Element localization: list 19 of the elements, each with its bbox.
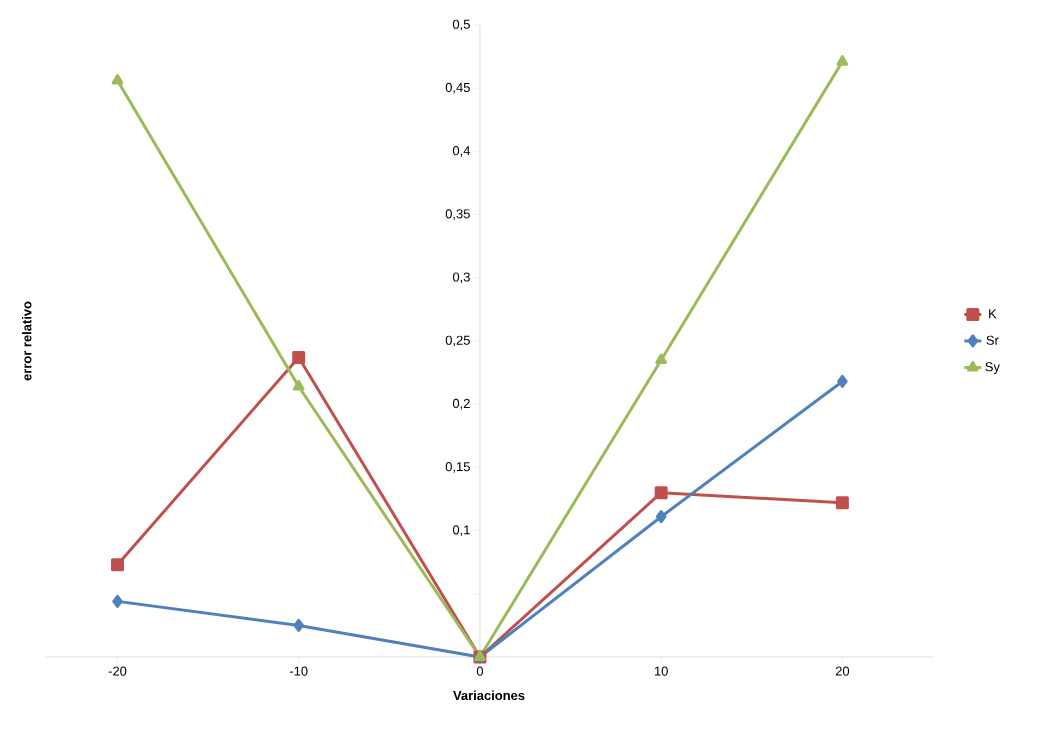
x-axis-title: Variaciones bbox=[453, 690, 525, 701]
y-tick-label: 0,5 bbox=[452, 19, 470, 31]
x-tick-label: -20 bbox=[108, 666, 127, 676]
x-tick-label: -10 bbox=[289, 666, 308, 676]
legend-label: Sr bbox=[986, 335, 999, 345]
legend-label: K bbox=[989, 309, 997, 319]
x-tick-label: 0 bbox=[476, 666, 484, 676]
y-tick-label: 0,4 bbox=[452, 146, 471, 157]
y-tick-label: 0,1 bbox=[452, 525, 470, 536]
x-tick-label: 10 bbox=[654, 666, 668, 676]
y-tick-label: 0,35 bbox=[445, 209, 470, 220]
y-tick-label: 0,25 bbox=[445, 335, 470, 347]
x-tick-label: 20 bbox=[835, 666, 850, 676]
y-axis-title: error relativo bbox=[21, 301, 32, 381]
y-tick-label: 0,15 bbox=[445, 462, 470, 473]
legend-label: Sy bbox=[985, 362, 1000, 374]
y-tick-label: 0,3 bbox=[452, 272, 470, 284]
y-tick-label: 0,45 bbox=[445, 82, 470, 94]
y-tick-label: 0,2 bbox=[452, 398, 470, 410]
